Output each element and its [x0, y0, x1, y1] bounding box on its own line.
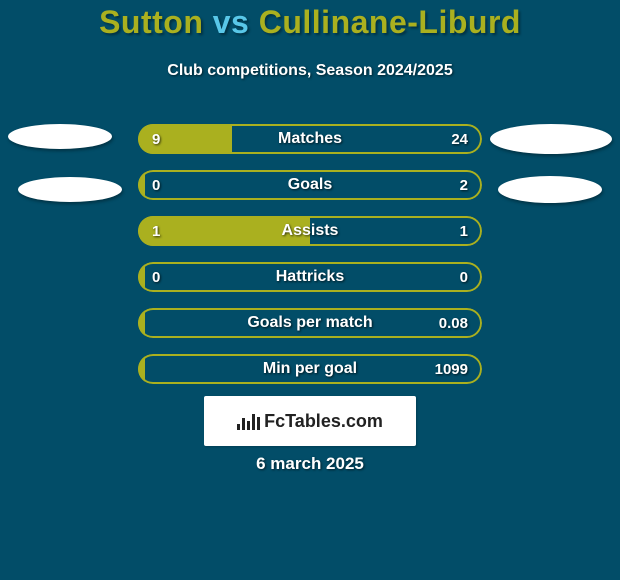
stat-bar-left	[138, 262, 145, 292]
team-oval-2	[18, 177, 122, 202]
logo-text: FcTables.com	[264, 411, 383, 432]
team-oval-3	[490, 124, 612, 154]
team-oval-1	[8, 124, 112, 149]
stat-bar-right	[232, 124, 482, 154]
stat-row: 11Assists	[138, 216, 482, 246]
logo: FcTables.com	[237, 411, 383, 432]
stat-bar-right	[145, 354, 482, 384]
bar-chart-icon	[237, 412, 260, 430]
team-oval-4	[498, 176, 602, 203]
player1-name: Sutton	[99, 4, 203, 40]
stat-row: 00Hattricks	[138, 262, 482, 292]
date-label: 6 march 2025	[0, 454, 620, 474]
page-title: Sutton vs Cullinane-Liburd	[0, 4, 620, 41]
stat-bar-right	[145, 170, 482, 200]
stat-rows: 924Matches 02Goals 11Assists 00Hattricks 0.0…	[138, 124, 482, 400]
stat-bar-left	[138, 170, 145, 200]
stat-bar-right	[145, 262, 482, 292]
subtitle: Club competitions, Season 2024/2025	[0, 62, 620, 80]
stat-row: 0.08Goals per match	[138, 308, 482, 338]
stat-row: 02Goals	[138, 170, 482, 200]
logo-box: FcTables.com	[204, 396, 416, 446]
stat-bar-left	[138, 354, 145, 384]
stat-bar-right	[310, 216, 482, 246]
stat-bar-left	[138, 124, 232, 154]
comparison-infographic: Sutton vs Cullinane-Liburd Club competit…	[0, 0, 620, 580]
stat-bar-right	[145, 308, 482, 338]
stat-row: 1099Min per goal	[138, 354, 482, 384]
vs-text: vs	[213, 4, 250, 40]
player2-name: Cullinane-Liburd	[259, 4, 521, 40]
stat-row: 924Matches	[138, 124, 482, 154]
stat-bar-left	[138, 216, 310, 246]
stat-bar-left	[138, 308, 145, 338]
